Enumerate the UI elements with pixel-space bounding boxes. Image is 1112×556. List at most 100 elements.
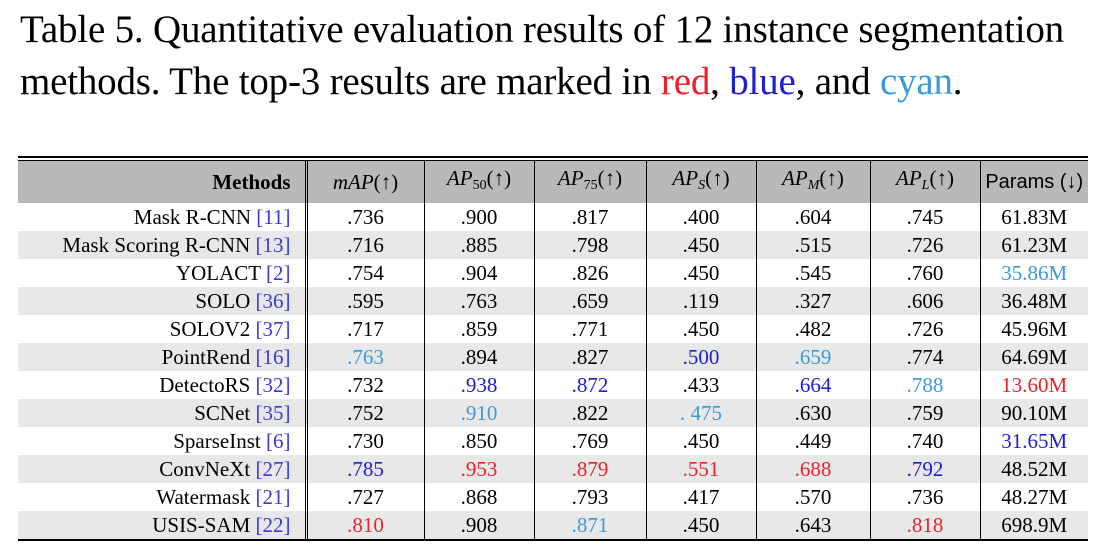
value-map: .810 <box>304 511 424 539</box>
value-ap75: .817 <box>533 203 646 231</box>
method-name: Watermask <box>156 485 251 509</box>
method-ref: [21] <box>255 485 291 509</box>
value-aps: .500 <box>645 343 756 371</box>
value-apm: .659 <box>755 343 870 371</box>
value-map: .763 <box>304 343 424 371</box>
value-params: 698.9M <box>979 511 1088 539</box>
table-row: Mask R-CNN [11] .736.900.817.400.604.745 6… <box>18 203 1088 231</box>
value-apl: .606 <box>869 287 980 315</box>
method-ref: [27] <box>255 457 291 481</box>
value-aps: .450 <box>645 315 756 343</box>
value-params: 48.27M <box>979 483 1088 511</box>
value-params: 35.86M <box>979 259 1088 287</box>
header-ap75-sub: 75 <box>583 178 598 193</box>
header-aps-base: AP <box>672 166 699 190</box>
header-row: Methods mAP(↑) AP50(↑) AP75(↑) APS(↑) AP… <box>18 161 1088 203</box>
method-name: Mask Scoring R-CNN <box>62 233 251 257</box>
method-ref: [6] <box>266 429 291 453</box>
value-apm: .570 <box>755 483 870 511</box>
header-aps-arrow: (↑) <box>705 166 730 190</box>
value-ap50: .763 <box>423 287 534 315</box>
method-name: SOLOV2 <box>169 317 251 341</box>
method-name: ConvNeXt <box>159 457 251 481</box>
caption-end: . <box>952 60 963 103</box>
value-apm: .515 <box>755 231 870 259</box>
value-ap50: .850 <box>423 427 534 455</box>
method-ref: [13] <box>255 233 291 257</box>
caption-cyan-word: cyan <box>879 60 953 103</box>
table-row: SCNet [35] .752.910.822. 475.630.759 90.10… <box>18 399 1088 427</box>
header-ap50-base: AP <box>446 166 473 190</box>
value-ap75: .769 <box>533 427 646 455</box>
header-apm-base: AP <box>782 166 808 190</box>
method-cell: Watermask [21] <box>18 483 306 511</box>
value-apm: .688 <box>755 455 870 483</box>
value-apl: .736 <box>869 483 980 511</box>
value-params: 13.60M <box>979 371 1088 399</box>
value-ap75: .822 <box>533 399 646 427</box>
header-map-base: mAP <box>332 170 374 194</box>
method-cell: SCNet [35] <box>18 399 306 427</box>
method-ref: [22] <box>255 513 291 537</box>
header-ap50: AP50(↑) <box>423 161 534 203</box>
value-apm: .604 <box>755 203 870 231</box>
value-map: .730 <box>304 427 424 455</box>
value-params: 31.65M <box>979 427 1088 455</box>
value-map: .717 <box>304 315 424 343</box>
value-apl: .760 <box>869 259 980 287</box>
value-ap75: .879 <box>533 455 646 483</box>
value-aps: .417 <box>645 483 756 511</box>
method-cell: YOLACT [2] <box>18 259 306 287</box>
value-aps: .450 <box>645 511 756 539</box>
value-ap50: .904 <box>423 259 534 287</box>
value-map: .716 <box>304 231 424 259</box>
value-aps: .450 <box>645 259 756 287</box>
method-cell: SparseInst [6] <box>18 427 306 455</box>
value-aps: .450 <box>645 231 756 259</box>
method-cell: PointRend [16] <box>18 343 306 371</box>
caption-sep-2: , and <box>795 60 880 103</box>
value-apm: .482 <box>755 315 870 343</box>
method-ref: [35] <box>255 401 291 425</box>
value-params: 90.10M <box>979 399 1088 427</box>
method-name: USIS-SAM <box>152 513 251 537</box>
table-row: YOLACT [2] .754.904.826.450.545.760 35.86M <box>18 259 1088 287</box>
value-ap50: .953 <box>423 455 534 483</box>
header-ap75-arrow: (↑) <box>597 166 623 190</box>
value-ap50: .910 <box>423 399 534 427</box>
value-map: .727 <box>304 483 424 511</box>
value-ap75: .872 <box>533 371 646 399</box>
value-ap75: .827 <box>533 343 646 371</box>
value-apl: .759 <box>869 399 980 427</box>
top-rule <box>18 156 1088 158</box>
value-apl: .792 <box>869 455 980 483</box>
method-ref: [11] <box>256 205 291 229</box>
header-apm: APM(↑) <box>755 161 870 203</box>
method-name: SOLO <box>195 289 251 313</box>
table-row: PointRend [16] .763.894.827.500.659.774 64… <box>18 343 1088 371</box>
value-ap75: .826 <box>533 259 646 287</box>
results-table-wrap: Methods mAP(↑) AP50(↑) AP75(↑) APS(↑) AP… <box>18 156 1088 541</box>
value-ap50: .908 <box>423 511 534 539</box>
value-aps: .551 <box>645 455 756 483</box>
table-row: Watermask [21] .727.868.793.417.570.736 48… <box>18 483 1088 511</box>
header-ap75: AP75(↑) <box>533 161 646 203</box>
table-row: DetectoRS [32] .732.938.872.433.664.788 13… <box>18 371 1088 399</box>
value-apl: .745 <box>869 203 980 231</box>
header-apl-base: AP <box>896 166 922 190</box>
header-methods: Methods <box>212 170 291 194</box>
value-apl: .726 <box>869 315 980 343</box>
value-map: .785 <box>304 455 424 483</box>
header-apl-sub: L <box>921 178 930 193</box>
value-apm: .545 <box>755 259 870 287</box>
value-apm: .664 <box>755 371 870 399</box>
value-ap50: .885 <box>423 231 534 259</box>
method-cell: SOLO [36] <box>18 287 306 315</box>
method-ref: [36] <box>255 289 291 313</box>
value-params: 48.52M <box>979 455 1088 483</box>
value-map: .754 <box>304 259 424 287</box>
value-apm: .449 <box>755 427 870 455</box>
table-row: USIS-SAM [22] .810.908.871.450.643.818 698… <box>18 511 1088 539</box>
method-cell: USIS-SAM [22] <box>18 511 306 539</box>
value-map: .595 <box>304 287 424 315</box>
